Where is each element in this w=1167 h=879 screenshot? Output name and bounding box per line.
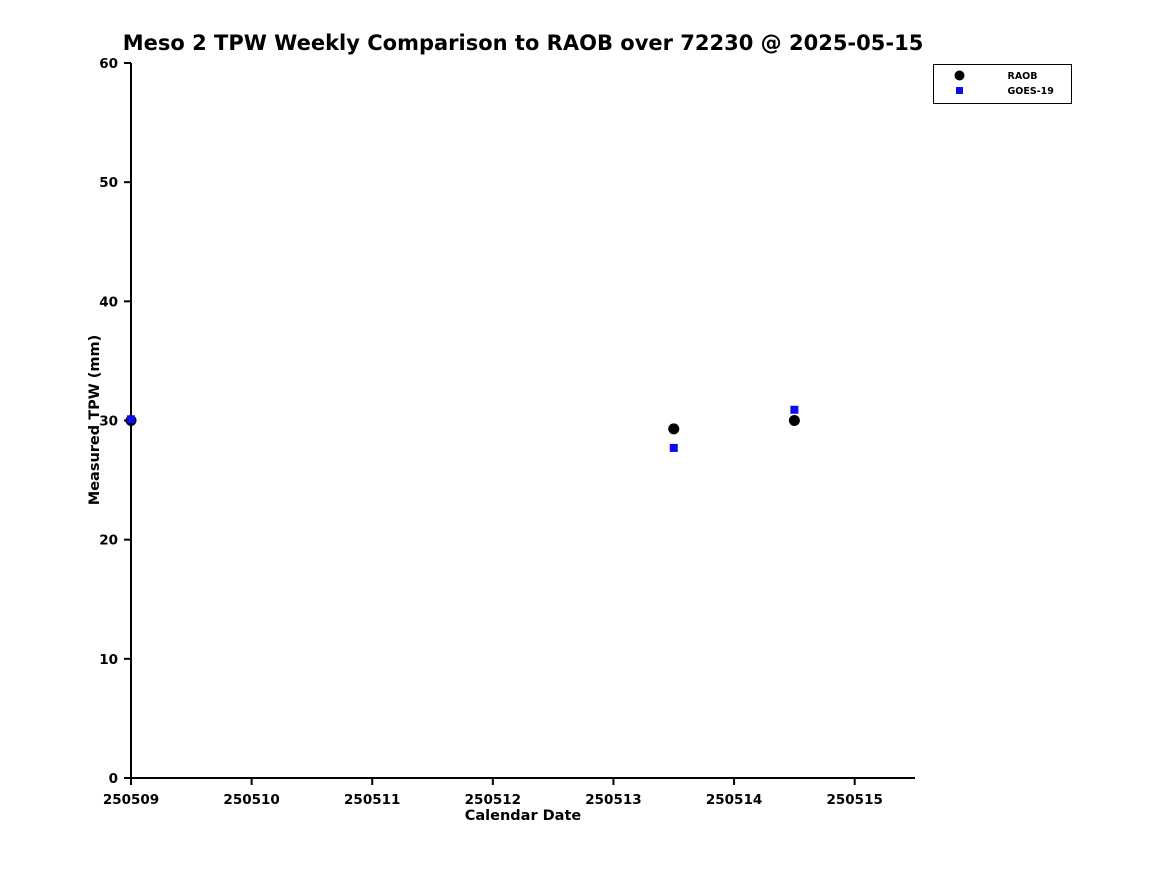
y-tick-label: 0 (109, 771, 118, 787)
x-tick-label: 250515 (827, 792, 883, 808)
data-points (125, 405, 800, 452)
y-tick-label: 40 (99, 294, 118, 310)
x-tick-label: 250513 (585, 792, 641, 808)
data-point-goes-19 (669, 443, 678, 452)
y-axis-label: Measured TPW (mm) (87, 335, 103, 505)
data-point-raob (788, 415, 800, 426)
x-axis-label: Calendar Date (465, 808, 582, 824)
y-tick-label: 30 (99, 414, 118, 430)
data-point-raob (668, 423, 680, 435)
axes: 250509 250510 250511 250512 250513 250514 2505… (99, 56, 915, 808)
x-tick-label: 250509 (103, 792, 159, 808)
y-tick-label: 50 (99, 175, 118, 191)
data-point-goes-19 (127, 415, 135, 424)
legend: RAOB GOES-19 (933, 64, 1072, 104)
data-point-goes-19 (790, 405, 799, 414)
legend-label-goes-19: GOES-19 (1008, 86, 1054, 97)
y-tick-label: 60 (99, 56, 118, 72)
x-tick-label: 250510 (223, 792, 279, 808)
chart-title: Meso 2 TPW Weekly Comparison to RAOB ove… (123, 31, 924, 55)
x-tick-label: 250511 (344, 792, 400, 808)
y-tick-label: 10 (99, 652, 118, 668)
y-tick-label: 20 (99, 533, 118, 549)
legend-marker-raob (954, 70, 965, 81)
legend-marker-goes-19 (956, 87, 963, 94)
legend-label-raob: RAOB (1008, 71, 1038, 82)
x-tick-label: 250512 (465, 792, 521, 808)
x-tick-label: 250514 (706, 792, 762, 808)
legend-box (933, 64, 1072, 104)
